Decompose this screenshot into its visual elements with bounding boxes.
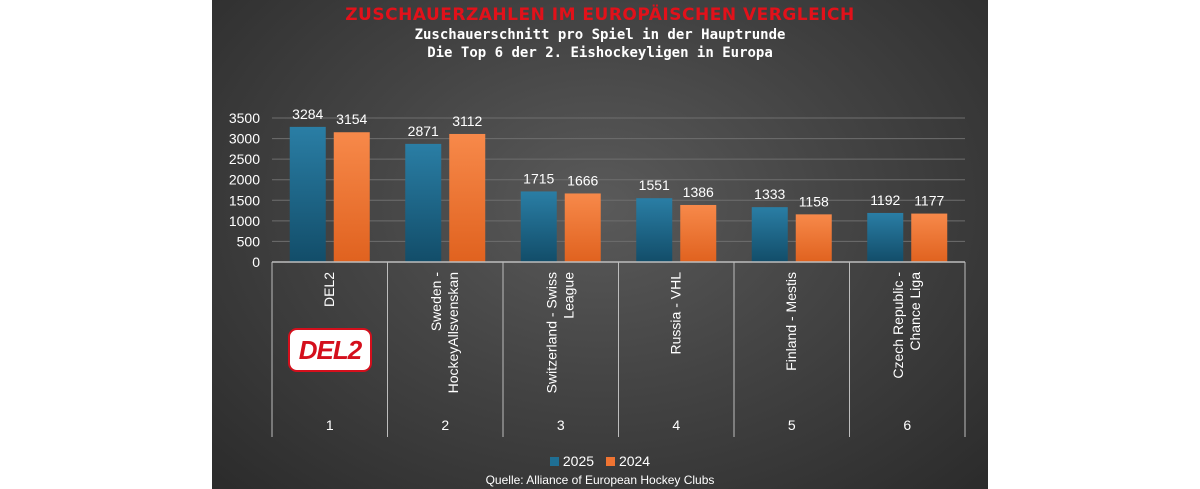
del2-logo-text: DEL2 <box>298 335 362 365</box>
legend-item-2025: 2025 <box>549 453 595 469</box>
y-tick-label-500: 500 <box>237 233 261 249</box>
data-label-2024-1: 3154 <box>336 111 367 127</box>
category-label-line: HockeyAllsvenskan <box>445 272 461 393</box>
legend: 2025 2024 <box>212 453 988 469</box>
y-tick-label-1000: 1000 <box>229 213 260 229</box>
category-label-line: DEL2 <box>321 272 337 307</box>
y-tick-label-2000: 2000 <box>229 172 260 188</box>
category-rank-4: 4 <box>672 417 680 433</box>
bar-2025-2 <box>405 143 442 262</box>
y-tick-label-3500: 3500 <box>229 110 260 126</box>
bar-2025-3 <box>520 191 557 262</box>
bar-2025-1 <box>289 126 326 262</box>
category-rank-5: 5 <box>788 417 796 433</box>
del2-logo: DEL2 <box>288 328 372 372</box>
category-label-line: Russia - VHL <box>668 272 684 355</box>
bar-2024-1 <box>333 132 370 262</box>
bar-2024-3 <box>564 193 601 262</box>
category-rank-2: 2 <box>441 417 449 433</box>
data-label-2024-3: 1666 <box>567 172 598 188</box>
data-label-2025-6: 1192 <box>870 192 900 208</box>
data-label-2025-3: 1715 <box>523 170 554 186</box>
category-label-line: Sweden - <box>428 272 444 331</box>
legend-swatch-2025 <box>549 457 559 466</box>
category-label-4: Russia - VHL <box>668 272 684 355</box>
chart-subtitle-2: Die Top 6 der 2. Eishockeyligen in Europ… <box>427 45 773 61</box>
category-label-line: Finland - Mestis <box>783 272 799 371</box>
category-label-1: DEL2 <box>321 272 337 307</box>
bar-2025-4 <box>636 198 673 262</box>
legend-label-2024: 2024 <box>618 453 651 469</box>
data-label-2025-1: 3284 <box>292 106 323 122</box>
chart-title: ZUSCHAUERZAHLEN IM EUROPÄISCHEN VERGLEIC… <box>345 5 855 25</box>
legend-item-2024: 2024 <box>605 453 651 469</box>
data-label-2025-2: 2871 <box>408 123 439 139</box>
category-label-line: Czech Republic - <box>890 272 906 379</box>
category-label-5: Finland - Mestis <box>783 272 799 371</box>
chart-panel: ZUSCHAUERZAHLEN IM EUROPÄISCHEN VERGLEIC… <box>212 0 988 489</box>
category-label-6: Czech Republic -Chance Liga <box>890 272 923 379</box>
category-label-line: Switzerland - Swiss <box>544 272 560 393</box>
data-label-2024-2: 3112 <box>452 113 482 129</box>
y-tick-label-0: 0 <box>252 254 260 270</box>
legend-label-2025: 2025 <box>562 453 595 469</box>
bar-2025-6 <box>867 212 904 262</box>
y-tick-label-3000: 3000 <box>229 131 260 147</box>
bar-2024-5 <box>795 214 832 262</box>
source-note: Quelle: Alliance of European Hockey Club… <box>485 473 715 487</box>
category-rank-6: 6 <box>903 417 911 433</box>
data-label-2025-4: 1551 <box>639 177 670 193</box>
category-rank-1: 1 <box>326 417 334 433</box>
y-tick-label-1500: 1500 <box>229 192 260 208</box>
category-label-line: Chance Liga <box>907 272 923 351</box>
data-label-2025-5: 1333 <box>754 186 785 202</box>
data-label-2024-6: 1177 <box>914 193 944 209</box>
bar-2025-5 <box>751 207 788 262</box>
data-label-2024-5: 1158 <box>799 193 829 209</box>
y-tick-label-2500: 2500 <box>229 151 260 167</box>
bar-2024-6 <box>911 213 948 262</box>
category-label-3: Switzerland - SwissLeague <box>544 272 577 394</box>
category-rank-3: 3 <box>557 417 565 433</box>
chart-subtitle-1: Zuschauerschnitt pro Spiel in der Hauptr… <box>414 27 786 43</box>
bar-2024-2 <box>449 133 486 262</box>
legend-swatch-2024 <box>605 457 615 466</box>
data-label-2024-4: 1386 <box>683 184 714 200</box>
category-label-line: League <box>561 272 577 319</box>
category-label-2: Sweden -HockeyAllsvenskan <box>428 272 461 394</box>
bar-2024-4 <box>680 204 717 262</box>
